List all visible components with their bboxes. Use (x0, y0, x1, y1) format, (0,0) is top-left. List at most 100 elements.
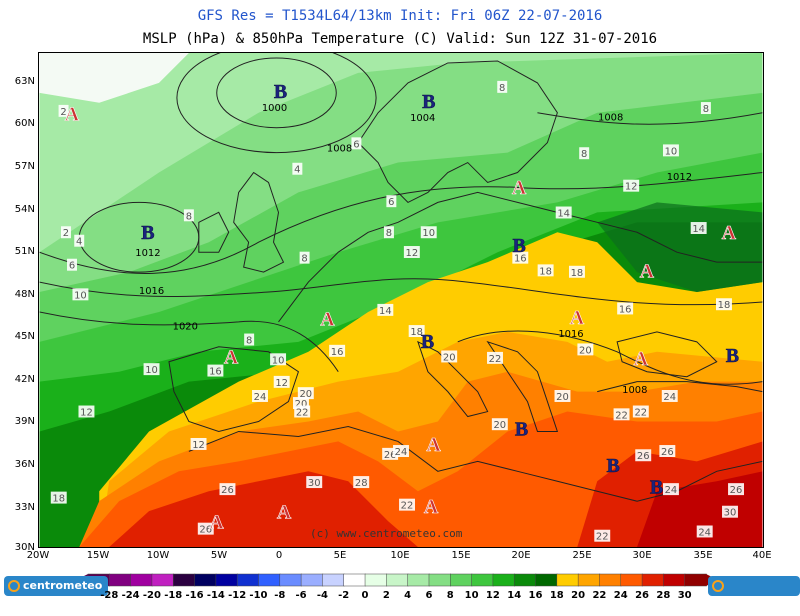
temp-label: 26 (659, 445, 676, 458)
svg-text:14: 14 (557, 208, 570, 219)
legend-label: -12 (228, 590, 247, 601)
temp-label: 18 (568, 265, 585, 279)
lon-label-0: 0 (275, 550, 283, 561)
temp-label: 16 (329, 344, 346, 358)
temp-label: 16 (617, 302, 634, 315)
temp-field-red-28 (109, 471, 418, 547)
lon-label-20e: 20E (511, 550, 531, 561)
temp-label: 6 (67, 258, 77, 272)
svg-text:20: 20 (295, 399, 308, 410)
svg-text:26: 26 (384, 450, 397, 461)
logo-icon (8, 580, 20, 592)
svg-text:18: 18 (571, 268, 584, 279)
logo-right[interactable]: centrometeo (708, 576, 800, 612)
low-pressure-marker: B (422, 91, 435, 113)
temp-label: 20 (293, 397, 309, 410)
svg-text:16: 16 (619, 304, 632, 315)
temp-label: 10 (72, 288, 89, 301)
lat-label-45n: 45N (14, 331, 35, 342)
legend-label: -28 (100, 590, 119, 601)
temp-label: 20 (491, 418, 508, 431)
legend-swatch (663, 573, 686, 587)
temp-label: 18 (50, 491, 67, 505)
svg-text:10: 10 (422, 228, 435, 239)
svg-text:8: 8 (386, 228, 392, 239)
legend-swatch (492, 573, 515, 587)
map-title-line1: GFS Res = T1534L64/13km Init: Fri 06Z 22… (197, 8, 603, 24)
legend-label: -14 (206, 590, 225, 601)
high-pressure-marker: A (224, 346, 239, 368)
legend-label: 20 (571, 590, 586, 601)
lat-label-48n: 48N (14, 289, 35, 300)
legend-label: 24 (613, 590, 628, 601)
temp-label: 22 (399, 498, 415, 512)
pressure-center-value: 1000 (262, 103, 287, 114)
svg-text:26: 26 (637, 451, 650, 462)
svg-text:12: 12 (406, 248, 419, 259)
temp-label: 14 (690, 222, 707, 235)
temp-label: 24 (696, 525, 713, 538)
svg-text:8: 8 (703, 104, 709, 115)
lat-label-57n: 57N (14, 161, 35, 172)
temp-label: 10 (662, 144, 679, 157)
svg-text:22: 22 (489, 354, 502, 365)
temp-label: 28 (353, 476, 370, 489)
temp-label: 12 (273, 375, 290, 389)
temp-label: 10 (420, 226, 437, 239)
logo-left[interactable]: centrometeo (4, 576, 109, 596)
temp-label: 6 (386, 195, 397, 208)
isobar-low-north-sea-outer (176, 53, 377, 154)
legend-swatch (535, 573, 558, 587)
svg-text:2: 2 (60, 107, 66, 118)
legend-swatch (577, 573, 601, 587)
svg-text:22: 22 (615, 410, 628, 421)
legend-label: -6 (295, 590, 307, 601)
legend-label: 12 (485, 590, 500, 601)
lon-label-25e: 25E (572, 550, 592, 561)
temp-label: 2 (60, 226, 71, 239)
temp-label: 16 (512, 251, 529, 265)
isobar-label: 1012 (667, 172, 692, 183)
temp-label: 8 (383, 226, 394, 239)
svg-text:18: 18 (410, 327, 423, 338)
svg-text:26: 26 (730, 485, 743, 496)
legend-label: -18 (164, 590, 183, 601)
legend-label: 28 (656, 590, 671, 601)
legend-swatch (343, 573, 366, 587)
legend-label: 14 (507, 590, 522, 601)
temp-label: 10 (143, 363, 160, 376)
isobar-1008-mid (457, 330, 763, 385)
copyright-credit: (c) www.centrometeo.com (310, 527, 463, 540)
legend-swatch (236, 573, 260, 587)
high-pressure-marker: A (634, 348, 649, 370)
temp-label: 2 (58, 104, 69, 118)
legend-label: -2 (338, 590, 350, 601)
temp-label: 18 (716, 298, 732, 311)
temp-label: 22 (487, 351, 503, 365)
legend-swatch (428, 573, 452, 587)
lat-label-39n: 39N (14, 416, 35, 427)
legend-swatch (450, 573, 473, 587)
svg-text:24: 24 (665, 485, 678, 496)
legend-label: 22 (592, 590, 607, 601)
low-pressure-marker: B (512, 235, 525, 257)
high-pressure-marker: A (424, 496, 439, 518)
coastline-great-britain (233, 171, 285, 273)
svg-text:8: 8 (186, 211, 192, 222)
svg-text:4: 4 (294, 165, 300, 176)
color-legend (0, 572, 800, 600)
lon-label-20w: 20W (26, 550, 50, 561)
isobar-label: 1020 (173, 321, 198, 332)
lat-label-42n: 42N (14, 374, 35, 385)
logo-text-left: centrometeo (23, 579, 103, 592)
svg-text:16: 16 (209, 367, 222, 378)
high-pressure-marker: A (65, 104, 80, 126)
coastline-iberia (168, 346, 300, 432)
svg-text:18: 18 (539, 266, 552, 277)
svg-text:20: 20 (556, 392, 569, 403)
legend-label: -10 (249, 590, 268, 601)
legend-label: -4 (316, 590, 328, 601)
legend-swatch (364, 573, 388, 587)
low-pressure-marker: B (606, 455, 619, 477)
svg-text:20: 20 (443, 352, 456, 363)
